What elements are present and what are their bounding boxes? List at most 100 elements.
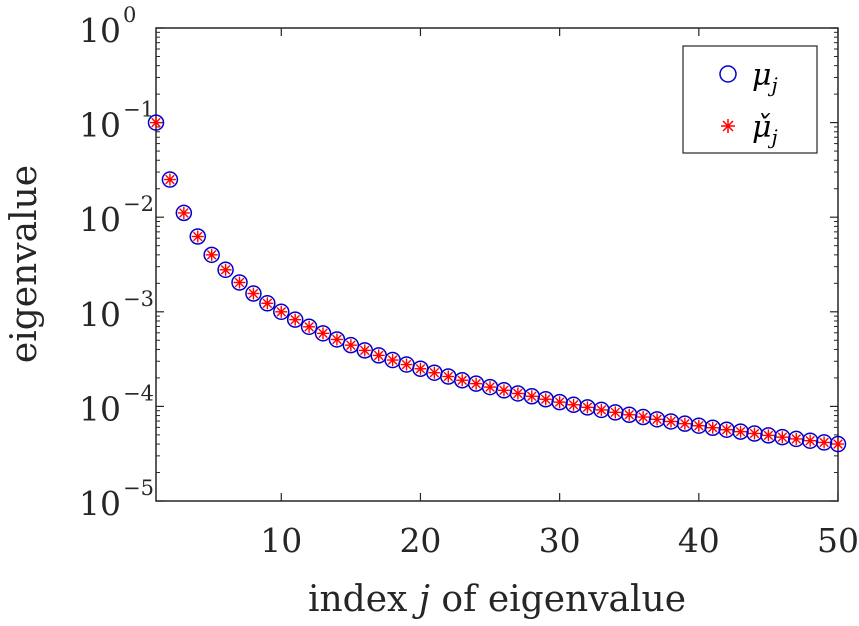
mu-check-point [539, 393, 552, 406]
mu-point [231, 274, 248, 291]
mu-check-point [358, 344, 371, 357]
mu-check-point [748, 427, 761, 440]
mu-check-point [414, 362, 427, 375]
mu-check-point [456, 374, 469, 387]
y-tick-exponent: 0 [123, 3, 136, 27]
mu-point [217, 261, 234, 279]
mu-check-point [163, 173, 176, 186]
y-tick-label: 10 [79, 200, 121, 239]
y-axis-label: eigenvalue [4, 165, 45, 363]
legend-circle-marker [719, 65, 737, 83]
legend: μj μ̌j [682, 45, 818, 154]
mu-check-point [191, 230, 204, 243]
mu-point [328, 331, 346, 348]
mu-point [815, 434, 833, 451]
mu-point [342, 336, 360, 354]
data-markers [147, 114, 847, 453]
mu-point [690, 417, 708, 434]
mu-check-point [205, 248, 218, 261]
y-tick-exponent: −5 [123, 476, 154, 500]
mu-check-point [484, 381, 497, 394]
mu-point [760, 427, 777, 444]
mu-point [259, 295, 276, 312]
y-tick-label: 10 [79, 106, 121, 145]
y-tick-exponent: −2 [123, 192, 154, 216]
y-tick-label: 10 [79, 389, 121, 428]
mu-point [648, 411, 666, 428]
y-tick-label: 10 [79, 11, 121, 50]
mu-check-point [372, 349, 385, 362]
mu-check-point [804, 434, 817, 447]
y-tick-label: 10 [79, 484, 121, 523]
mu-check-point [664, 415, 677, 428]
mu-check-point [818, 436, 831, 449]
mu-point [704, 419, 721, 436]
mu-check-point [289, 313, 302, 326]
mu-check-point [623, 408, 636, 421]
mu-check-point [832, 438, 844, 451]
mu-check-point [428, 366, 441, 379]
mu-point [300, 318, 318, 336]
mu-point [829, 435, 847, 453]
legend-asterisk-marker [721, 119, 735, 133]
mu-check-point [247, 287, 260, 300]
mu-point [746, 425, 763, 442]
mu-point [286, 311, 304, 328]
mu-check-point [525, 390, 538, 403]
mu-point [203, 246, 220, 264]
mu-check-point [581, 401, 594, 414]
mu-point [161, 171, 179, 188]
mu-point [245, 285, 262, 302]
mu-check-point [400, 358, 413, 371]
mu-check-point [790, 432, 803, 445]
mu-check-point [303, 320, 316, 333]
mu-check-point [386, 354, 399, 367]
mu-check-point [150, 116, 162, 129]
mu-check-point [651, 413, 664, 426]
mu-check-point [762, 429, 775, 442]
x-tick-label: 40 [678, 521, 720, 560]
mu-point [314, 325, 332, 342]
mu-check-point [330, 333, 343, 346]
mu-check-point [692, 419, 705, 432]
y-tick-exponent: −1 [123, 98, 154, 122]
mu-check-point [553, 396, 566, 409]
mu-check-point [511, 387, 524, 400]
mu-check-point [720, 423, 733, 436]
mu-check-point [734, 425, 747, 438]
mu-check-point [497, 384, 510, 397]
mu-check-point [442, 370, 455, 383]
legend-label-mu: μj [752, 58, 778, 97]
y-tick-label: 10 [79, 295, 121, 334]
mu-check-point [776, 431, 789, 444]
x-axis-ticks: 10 20 30 40 50 [260, 28, 859, 560]
mu-check-point [317, 327, 330, 340]
mu-point [147, 114, 165, 131]
mu-check-point [706, 421, 719, 434]
mu-check-point [595, 403, 608, 416]
legend-label-mu-check: μ̌j [752, 110, 778, 149]
mu-check-point [609, 406, 622, 419]
mu-point [787, 430, 805, 448]
legend-box [682, 45, 818, 154]
mu-check-point [637, 411, 650, 424]
x-tick-label: 10 [260, 521, 302, 560]
mu-check-point [275, 305, 288, 318]
mu-point [273, 303, 290, 321]
mu-point [774, 428, 791, 446]
mu-point [732, 423, 749, 440]
mu-check-point [219, 263, 232, 276]
mu-point [676, 415, 694, 432]
y-tick-exponent: −3 [123, 287, 154, 311]
mu-check-point [678, 417, 691, 430]
mu-check-point [470, 377, 483, 390]
x-axis-label: index j of eigenvalue [308, 579, 686, 620]
y-tick-exponent: −4 [123, 381, 154, 405]
mu-check-point [344, 339, 357, 352]
x-tick-label: 20 [399, 521, 441, 560]
mu-check-point [233, 276, 246, 289]
x-tick-label: 30 [539, 521, 581, 560]
mu-point [189, 228, 207, 245]
